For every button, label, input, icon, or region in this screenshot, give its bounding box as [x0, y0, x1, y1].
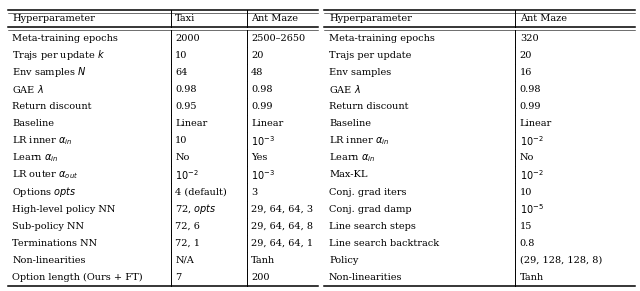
- Text: 2500–2650: 2500–2650: [251, 34, 305, 43]
- Text: 2000: 2000: [175, 34, 200, 43]
- Text: Linear: Linear: [175, 119, 207, 128]
- Text: $10^{-2}$: $10^{-2}$: [520, 134, 543, 148]
- Text: Hyperparameter: Hyperparameter: [12, 14, 95, 23]
- Text: High-level policy NN: High-level policy NN: [12, 205, 116, 214]
- Text: Option length (Ours + FT): Option length (Ours + FT): [12, 273, 143, 282]
- Text: 10: 10: [520, 187, 532, 196]
- Text: Ant Maze: Ant Maze: [251, 14, 298, 23]
- Text: 29, 64, 64, 1: 29, 64, 64, 1: [251, 239, 314, 248]
- Text: No: No: [175, 153, 189, 162]
- Text: Options $\mathit{opts}$: Options $\mathit{opts}$: [12, 185, 77, 199]
- Text: Meta-training epochs: Meta-training epochs: [329, 34, 435, 43]
- Text: Policy: Policy: [329, 256, 358, 265]
- Text: (29, 128, 128, 8): (29, 128, 128, 8): [520, 256, 602, 265]
- Text: Ant Maze: Ant Maze: [520, 14, 567, 23]
- Text: 320: 320: [520, 34, 538, 43]
- Text: Linear: Linear: [251, 119, 284, 128]
- Text: Trajs per update: Trajs per update: [329, 51, 412, 60]
- Text: Conj. grad damp: Conj. grad damp: [329, 205, 412, 214]
- Text: Tanh: Tanh: [251, 256, 275, 265]
- Text: Baseline: Baseline: [12, 119, 54, 128]
- Text: $10^{-2}$: $10^{-2}$: [175, 168, 199, 182]
- Text: 72, $\mathit{opts}$: 72, $\mathit{opts}$: [175, 202, 216, 216]
- Text: 200: 200: [251, 273, 269, 282]
- Text: Max-KL: Max-KL: [329, 171, 367, 180]
- Text: $10^{-5}$: $10^{-5}$: [520, 202, 544, 216]
- Text: Meta-training epochs: Meta-training epochs: [12, 34, 118, 43]
- Text: Line search backtrack: Line search backtrack: [329, 239, 439, 248]
- Text: No: No: [520, 153, 534, 162]
- Text: Non-linearities: Non-linearities: [329, 273, 403, 282]
- Text: $10^{-2}$: $10^{-2}$: [520, 168, 543, 182]
- Text: 20: 20: [251, 51, 264, 60]
- Text: 29, 64, 64, 3: 29, 64, 64, 3: [251, 205, 314, 214]
- Text: 10: 10: [175, 51, 188, 60]
- Text: Env samples: Env samples: [329, 68, 391, 77]
- Text: Terminations NN: Terminations NN: [12, 239, 97, 248]
- Text: Yes: Yes: [251, 153, 268, 162]
- Text: Conj. grad iters: Conj. grad iters: [329, 187, 406, 196]
- Text: 0.99: 0.99: [251, 102, 273, 111]
- Text: 72, 1: 72, 1: [175, 239, 200, 248]
- Text: Return discount: Return discount: [12, 102, 92, 111]
- Text: 48: 48: [251, 68, 264, 77]
- Text: 0.95: 0.95: [175, 102, 196, 111]
- Text: $10^{-3}$: $10^{-3}$: [251, 168, 275, 182]
- Text: 72, 6: 72, 6: [175, 222, 200, 231]
- Text: LR inner $\alpha_{in}$: LR inner $\alpha_{in}$: [12, 134, 72, 147]
- Text: LR inner $\alpha_{in}$: LR inner $\alpha_{in}$: [329, 134, 389, 147]
- Text: Trajs per update $k$: Trajs per update $k$: [12, 48, 106, 62]
- Text: LR outer $\alpha_{out}$: LR outer $\alpha_{out}$: [12, 168, 79, 181]
- Text: Hyperparameter: Hyperparameter: [329, 14, 412, 23]
- Text: Learn $\alpha_{in}$: Learn $\alpha_{in}$: [329, 151, 375, 164]
- Text: 0.8: 0.8: [520, 239, 535, 248]
- Text: Tanh: Tanh: [520, 273, 544, 282]
- Text: 0.99: 0.99: [520, 102, 541, 111]
- Text: 10: 10: [175, 136, 188, 145]
- Text: Linear: Linear: [520, 119, 552, 128]
- Text: Learn $\alpha_{in}$: Learn $\alpha_{in}$: [12, 151, 58, 164]
- Text: 3: 3: [251, 187, 257, 196]
- Text: 7: 7: [175, 273, 181, 282]
- Text: Return discount: Return discount: [329, 102, 408, 111]
- Text: Sub-policy NN: Sub-policy NN: [12, 222, 84, 231]
- Text: 0.98: 0.98: [520, 85, 541, 94]
- Text: Baseline: Baseline: [329, 119, 371, 128]
- Text: 15: 15: [520, 222, 532, 231]
- Text: Env samples $N$: Env samples $N$: [12, 65, 86, 79]
- Text: $10^{-3}$: $10^{-3}$: [251, 134, 275, 148]
- Text: 0.98: 0.98: [175, 85, 196, 94]
- Text: Taxi: Taxi: [175, 14, 195, 23]
- Text: 0.98: 0.98: [251, 85, 273, 94]
- Text: 29, 64, 64, 8: 29, 64, 64, 8: [251, 222, 313, 231]
- Text: N/A: N/A: [175, 256, 194, 265]
- Text: 20: 20: [520, 51, 532, 60]
- Text: GAE $\lambda$: GAE $\lambda$: [12, 84, 44, 95]
- Text: Non-linearities: Non-linearities: [12, 256, 86, 265]
- Text: Line search steps: Line search steps: [329, 222, 416, 231]
- Text: GAE $\lambda$: GAE $\lambda$: [329, 84, 361, 95]
- Text: 16: 16: [520, 68, 532, 77]
- Text: 4 (default): 4 (default): [175, 187, 227, 196]
- Text: 64: 64: [175, 68, 188, 77]
